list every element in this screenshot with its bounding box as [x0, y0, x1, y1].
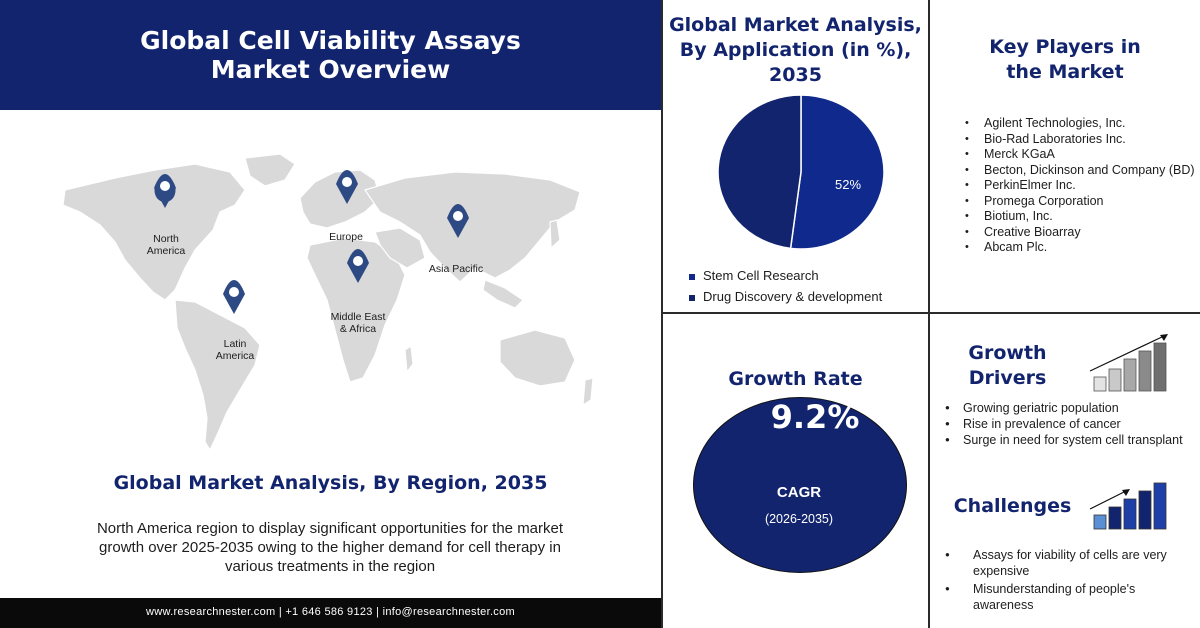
- page-title-line1: Global Cell Viability Assays: [140, 26, 521, 55]
- region-label-latin-america-text: Latin America: [215, 338, 255, 362]
- player-item: Abcam Plc.: [965, 240, 1195, 256]
- challenge-item: Misunderstanding of people's awareness: [945, 581, 1195, 613]
- growth-drivers-title-line2: Drivers: [968, 367, 1047, 389]
- application-pie-chart: 52%: [717, 94, 885, 250]
- region-label-europe: Europe: [320, 231, 372, 243]
- driver-item: Growing geriatric population: [945, 400, 1195, 416]
- region-label-north-america-text: North America: [146, 233, 186, 257]
- divider-vertical-right: [928, 0, 930, 628]
- challenges-chart-icon: [1089, 482, 1167, 530]
- player-item: Bio-Rad Laboratories Inc.: [965, 132, 1195, 148]
- player-item: Becton, Dickinson and Company (BD): [965, 163, 1195, 179]
- region-analysis-title: Global Market Analysis, By Region, 2035: [113, 472, 548, 494]
- legend-label-stem-cell: Stem Cell Research: [703, 268, 819, 283]
- cagr-period: (2026-2035): [764, 512, 834, 526]
- cagr-ellipse: [693, 397, 907, 573]
- growth-drivers-list: Growing geriatric population Rise in pre…: [945, 400, 1195, 448]
- map-middle-east: [374, 227, 426, 269]
- map-australia: [499, 329, 576, 387]
- challenges-list: Assays for viability of cells are very e…: [945, 547, 1195, 615]
- map-north-america: [62, 163, 246, 301]
- key-players-list: Agilent Technologies, Inc. Bio-Rad Labor…: [965, 116, 1195, 256]
- player-item: PerkinElmer Inc.: [965, 178, 1195, 194]
- region-label-middle-east-africa: Middle East & Africa: [322, 311, 394, 335]
- world-map: [62, 153, 594, 452]
- driver-item: Surge in need for system cell transplant: [945, 432, 1195, 448]
- pin-latin-america: [223, 280, 245, 314]
- region-label-europe-text: Europe: [329, 231, 363, 243]
- map-europe: [299, 169, 381, 229]
- key-players-title-line1: Key Players in: [989, 36, 1141, 58]
- region-analysis-text: North America region to display signific…: [96, 520, 564, 575]
- player-item: Promega Corporation: [965, 194, 1195, 210]
- page-title: Global Cell Viability Assays Market Over…: [0, 26, 661, 84]
- pin-europe: [336, 170, 358, 204]
- pie-data-label: 52%: [835, 177, 861, 192]
- map-southeast-asia: [482, 279, 524, 309]
- challenge-item: Assays for viability of cells are very e…: [945, 547, 1195, 579]
- region-label-latin-america: Latin America: [205, 338, 265, 362]
- divider-vertical-left: [661, 0, 663, 628]
- pin-asia-pacific: [447, 204, 469, 238]
- footer-contact: www.researchnester.com | +1 646 586 9123…: [145, 606, 515, 618]
- application-title: Global Market Analysis, By Application (…: [663, 13, 928, 88]
- challenges-title: Challenges: [953, 495, 1072, 517]
- legend-item-stem-cell: Stem Cell Research: [689, 268, 924, 283]
- header-banner: [0, 0, 661, 110]
- map-new-zealand: [582, 377, 594, 407]
- pin-middle-east-africa: [347, 249, 369, 283]
- region-label-asia-pacific-text: Asia Pacific: [428, 263, 484, 275]
- legend-item-drug-discovery: Drug Discovery & development: [689, 289, 924, 304]
- legend-swatch-stem-cell: [689, 273, 695, 280]
- key-players-title: Key Players in the Market: [930, 35, 1200, 85]
- map-greenland: [244, 153, 296, 187]
- growth-rate-title: Growth Rate: [728, 368, 863, 390]
- cagr-label: CAGR: [776, 484, 822, 501]
- player-item: Creative Bioarray: [965, 225, 1195, 241]
- map-japan: [549, 219, 561, 250]
- region-label-middle-east-africa-text: Middle East & Africa: [330, 311, 386, 335]
- application-legend: Stem Cell Research Drug Discovery & deve…: [689, 268, 924, 304]
- region-label-asia-pacific: Asia Pacific: [420, 263, 492, 275]
- growth-chart-icon: [1089, 334, 1168, 392]
- cagr-value: 9.2%: [770, 398, 860, 436]
- pin-north-america: [154, 174, 176, 208]
- application-title-line1: Global Market Analysis,: [669, 14, 922, 36]
- player-item: Biotium, Inc.: [965, 209, 1195, 225]
- map-asia: [364, 171, 581, 283]
- divider-horizontal: [661, 312, 1200, 314]
- application-title-line2: By Application (in %),: [679, 39, 912, 61]
- footer-bar: [0, 598, 661, 628]
- pie-slice-drug-discovery: [717, 94, 802, 250]
- map-madagascar: [404, 344, 414, 374]
- pie-slice-stem-cell: [789, 94, 885, 250]
- player-item: Merck KGaA: [965, 147, 1195, 163]
- legend-label-drug-discovery: Drug Discovery & development: [703, 289, 883, 304]
- driver-item: Rise in prevalence of cancer: [945, 416, 1195, 432]
- key-players-title-line2: the Market: [1006, 61, 1124, 83]
- page-title-line2: Market Overview: [210, 55, 451, 84]
- growth-drivers-title-line1: Growth: [968, 342, 1047, 364]
- player-item: Agilent Technologies, Inc.: [965, 116, 1195, 132]
- map-latin-america: [174, 299, 261, 452]
- region-label-north-america: North America: [136, 233, 196, 257]
- growth-drivers-title: Growth Drivers: [945, 341, 1070, 391]
- application-title-line3: 2035: [769, 64, 822, 86]
- legend-swatch-drug-discovery: [689, 294, 695, 301]
